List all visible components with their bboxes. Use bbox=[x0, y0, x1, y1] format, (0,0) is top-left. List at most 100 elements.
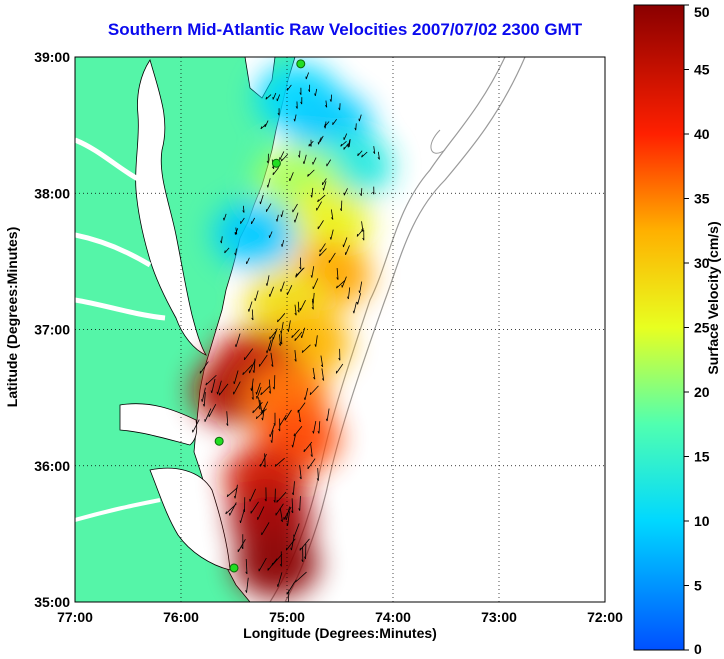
velocity-arrowhead bbox=[273, 422, 276, 426]
velocity-arrow bbox=[313, 420, 317, 434]
velocity-arrowhead bbox=[277, 112, 280, 116]
velocity-arrowhead bbox=[356, 301, 359, 305]
velocity-arrow bbox=[226, 487, 238, 498]
velocity-arrowhead bbox=[295, 106, 298, 109]
velocity-arrow bbox=[373, 146, 376, 154]
velocity-arrowhead bbox=[273, 500, 276, 503]
velocity-arrowhead bbox=[265, 283, 268, 286]
velocity-arrowhead bbox=[302, 161, 305, 165]
velocity-arrowhead bbox=[272, 386, 275, 390]
velocity-arrowhead bbox=[225, 511, 227, 515]
velocity-arrowhead bbox=[241, 546, 244, 550]
tributary-river bbox=[75, 498, 161, 522]
y-tick-label: 35:00 bbox=[34, 594, 70, 610]
velocity-arrow bbox=[330, 229, 334, 240]
tributary-river bbox=[75, 232, 152, 268]
velocity-arrowhead bbox=[233, 381, 235, 385]
velocity-arrow bbox=[326, 408, 330, 422]
velocity-arrow bbox=[321, 368, 325, 381]
velocity-arrow bbox=[277, 313, 286, 323]
velocity-arrow bbox=[269, 424, 275, 438]
colorbar-tick-label: 35 bbox=[694, 191, 710, 207]
velocity-arrow bbox=[265, 94, 272, 100]
velocity-arrow bbox=[310, 444, 313, 457]
velocity-arrow bbox=[343, 237, 348, 248]
velocity-arrow bbox=[287, 511, 290, 526]
velocity-arrow bbox=[271, 430, 274, 443]
velocity-arrow bbox=[286, 84, 292, 91]
velocity-arrow bbox=[318, 421, 321, 434]
velocity-arrow bbox=[297, 402, 306, 413]
velocity-arrow bbox=[256, 387, 262, 399]
velocity-arrowhead bbox=[354, 127, 357, 131]
velocity-arrowhead bbox=[298, 508, 301, 511]
velocity-arrowhead bbox=[251, 317, 254, 321]
velocity-arrow bbox=[246, 257, 250, 265]
velocity-arrow bbox=[311, 187, 314, 198]
velocity-arrow bbox=[325, 100, 328, 108]
velocity-arrowhead bbox=[291, 510, 294, 514]
colorbar-tick-label: 10 bbox=[694, 513, 710, 529]
velocity-arrowhead bbox=[263, 464, 266, 468]
colorbar-tick-label: 40 bbox=[694, 126, 710, 142]
albemarle-sound bbox=[119, 403, 198, 446]
velocity-arrow bbox=[272, 167, 280, 176]
velocity-arrowhead bbox=[347, 144, 349, 148]
velocity-arrowhead bbox=[347, 296, 349, 300]
velocity-arrow bbox=[343, 143, 349, 150]
velocity-arrowhead bbox=[299, 266, 302, 270]
chesapeake-bay bbox=[135, 59, 207, 356]
velocity-arrow bbox=[299, 300, 306, 311]
velocity-arrowhead bbox=[308, 143, 310, 147]
velocity-arrow bbox=[330, 209, 334, 220]
velocity-arrowhead bbox=[329, 237, 332, 240]
velocity-arrowhead bbox=[278, 428, 281, 432]
velocity-arrow bbox=[294, 114, 297, 122]
velocity-arrow bbox=[280, 321, 284, 334]
colorbar-tick-label: 50 bbox=[694, 4, 710, 20]
velocity-arrow bbox=[294, 304, 297, 316]
velocity-arrow bbox=[294, 350, 297, 362]
velocity-arrow bbox=[345, 245, 350, 255]
x-tick-label: 77:00 bbox=[57, 609, 93, 625]
velocity-arrow bbox=[301, 344, 311, 353]
velocity-arrow bbox=[272, 92, 277, 100]
velocity-arrow bbox=[224, 247, 230, 254]
velocity-arrow bbox=[343, 133, 348, 140]
velocity-arrowhead bbox=[276, 584, 279, 587]
velocity-arrow bbox=[377, 151, 380, 160]
velocity-arrow bbox=[309, 385, 319, 396]
velocity-arrowhead bbox=[316, 478, 319, 481]
velocity-arrow bbox=[267, 178, 271, 188]
velocity-arrow bbox=[271, 553, 283, 566]
velocity-arrow bbox=[268, 379, 271, 394]
tributary-river bbox=[75, 297, 166, 321]
colorbar-label: Surface Velocity (cm/s) bbox=[705, 221, 721, 375]
velocity-arrow bbox=[332, 118, 337, 125]
velocity-arrow bbox=[305, 72, 309, 80]
velocity-arrow bbox=[312, 278, 319, 290]
velocity-arrowhead bbox=[252, 410, 254, 414]
velocity-arrowhead bbox=[359, 193, 362, 196]
velocity-arrow bbox=[314, 88, 318, 96]
velocity-arrow bbox=[301, 327, 306, 338]
velocity-arrow bbox=[299, 150, 301, 158]
velocity-arrowhead bbox=[275, 219, 278, 222]
velocity-arrow bbox=[205, 374, 217, 386]
velocity-arrow bbox=[357, 150, 363, 157]
velocity-arrowhead bbox=[304, 556, 306, 560]
velocity-arrow bbox=[266, 203, 272, 212]
velocity-arrowhead bbox=[266, 160, 269, 164]
velocity-arrow bbox=[276, 94, 281, 102]
velocity-arrow bbox=[204, 408, 212, 422]
velocity-arrow bbox=[343, 188, 348, 196]
velocity-arrow bbox=[273, 375, 276, 390]
velocity-arrowhead bbox=[261, 417, 264, 421]
velocity-arrowhead bbox=[336, 285, 338, 289]
velocity-arrowhead bbox=[336, 277, 339, 280]
velocity-arrowhead bbox=[294, 312, 297, 316]
velocity-arrow bbox=[286, 581, 296, 595]
velocity-arrow bbox=[317, 220, 324, 230]
velocity-arrow bbox=[280, 332, 283, 345]
velocity-arrow bbox=[249, 359, 256, 374]
